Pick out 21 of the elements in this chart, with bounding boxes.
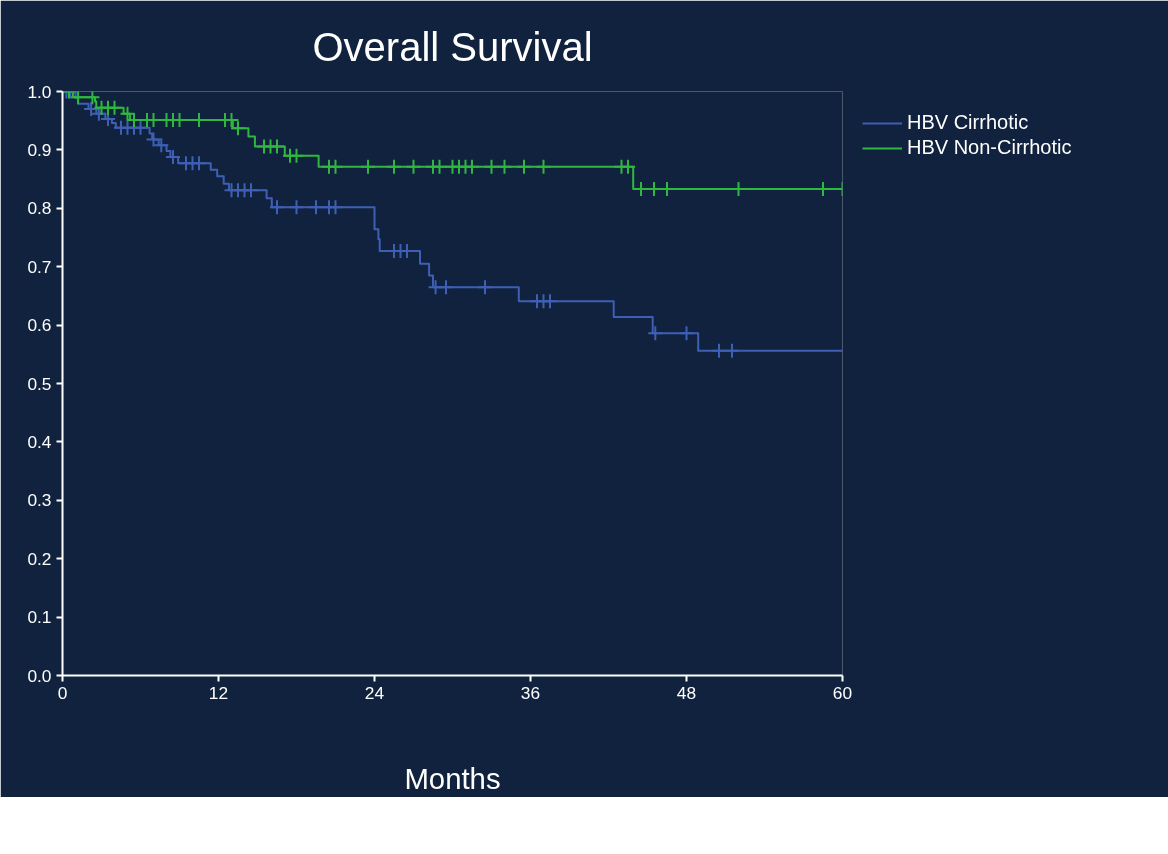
x-tick-label: 12 bbox=[208, 682, 229, 703]
y-tick-label: 0.2 bbox=[27, 548, 52, 569]
x-tick-label: 24 bbox=[364, 682, 385, 703]
y-tick-label: 0.1 bbox=[27, 607, 52, 628]
y-tick-label: 1.0 bbox=[27, 81, 52, 102]
y-tick-label: 0.0 bbox=[27, 665, 52, 686]
x-tick-label: 0 bbox=[57, 682, 68, 703]
x-tick-label: 48 bbox=[676, 682, 697, 703]
y-tick-label: 0.6 bbox=[27, 315, 52, 336]
legend-label: HBV Non-Cirrhotic bbox=[907, 136, 1072, 159]
y-tick-label: 0.8 bbox=[27, 198, 52, 219]
x-tick-label: 36 bbox=[520, 682, 541, 703]
y-tick-label: 0.7 bbox=[27, 256, 52, 277]
y-tick-label: 0.3 bbox=[27, 490, 52, 511]
x-tick-label: 60 bbox=[832, 682, 853, 703]
y-tick-label: 0.5 bbox=[27, 373, 52, 394]
chart-title: Overall Survival bbox=[312, 25, 593, 69]
x-axis-title: Months bbox=[404, 761, 501, 795]
legend-label: HBV Cirrhotic bbox=[907, 111, 1029, 134]
y-tick-label: 0.4 bbox=[27, 431, 52, 452]
y-tick-label: 0.9 bbox=[27, 139, 52, 160]
